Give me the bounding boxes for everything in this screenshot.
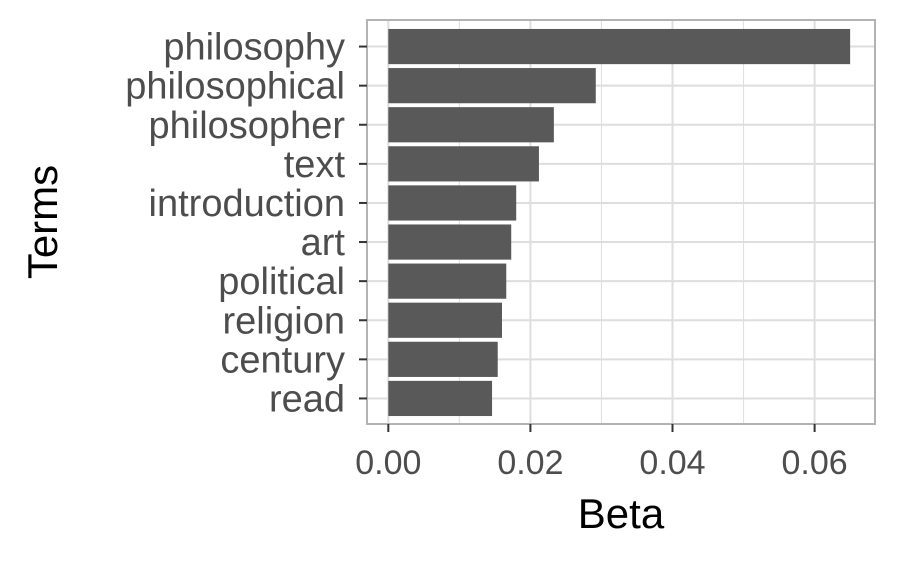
bar-philosopher [388, 107, 554, 143]
y-tick-label: political [218, 261, 345, 303]
x-axis-ticks: 0.00 0.02 0.04 0.06 [355, 424, 848, 482]
x-axis-title: Beta [578, 490, 665, 537]
x-tick-label: 0.06 [782, 444, 848, 482]
bar-political [388, 263, 507, 299]
plot-border [366, 19, 876, 425]
y-tick-label: century [220, 339, 345, 381]
y-axis-title: Terms [19, 165, 66, 279]
x-tick-label: 0.04 [639, 444, 705, 482]
bar-philosophy [388, 28, 851, 65]
x-tick-label: 0.02 [497, 444, 563, 482]
bar-art [388, 224, 512, 260]
y-tick-label: philosophy [163, 27, 345, 69]
y-tick-label: art [301, 222, 346, 264]
y-tick-label: philosopher [149, 105, 346, 147]
y-tick-label: religion [222, 300, 345, 342]
bar-text [388, 146, 539, 182]
y-tick-label: text [284, 144, 346, 186]
y-axis-ticks: philosophyphilosophicalphilosophertextin… [125, 27, 367, 420]
x-tick-label: 0.00 [355, 444, 421, 482]
bar-century [388, 341, 498, 377]
y-tick-label: philosophical [125, 66, 345, 108]
bars [388, 28, 851, 417]
bar-read [388, 380, 493, 417]
bar-philosophical [388, 68, 596, 104]
y-tick-label: read [269, 378, 345, 420]
y-tick-label: introduction [149, 183, 345, 225]
bar-religion [388, 302, 502, 338]
bar-introduction [388, 185, 517, 221]
